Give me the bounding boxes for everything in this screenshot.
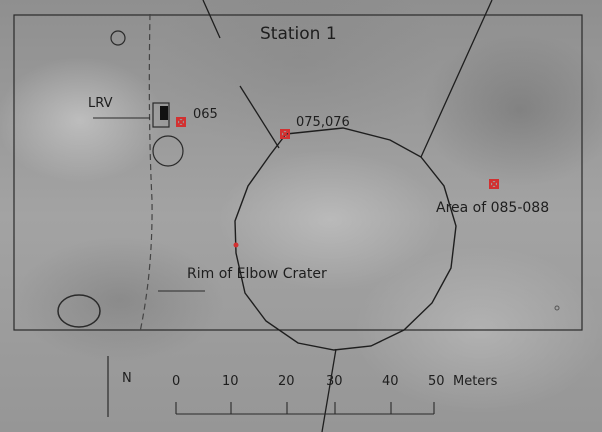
scale-tick-label: 20: [278, 374, 295, 389]
area-label: Area of 085-088: [436, 200, 550, 216]
boundary-line-right: [420, 0, 493, 158]
scale-tick-label: 50: [428, 374, 445, 389]
small-mark-right: [554, 305, 560, 311]
map-title: Station 1: [260, 24, 337, 44]
sample-marker-area: [489, 179, 499, 189]
lrv-symbol-fill: [160, 106, 168, 120]
scale-units-label: Meters: [453, 374, 498, 389]
scale-tick-label: 40: [382, 374, 399, 389]
small-crater-top: [110, 30, 126, 46]
scale-tick-label: 30: [326, 374, 343, 389]
sample-marker-065: [176, 117, 186, 127]
elbow-crater-rim: [234, 127, 457, 351]
sample-065-label: 065: [193, 107, 218, 122]
sample-marker-075: [280, 129, 290, 139]
map-border: [13, 14, 583, 331]
crater-near-lrv: [152, 135, 184, 167]
north-label: N: [122, 371, 132, 386]
sample-075-label: 075,076: [296, 115, 350, 130]
lrv-label: LRV: [88, 96, 113, 111]
lrv-symbol: [152, 102, 170, 128]
boundary-line-top: [202, 0, 221, 39]
boundary-line-left: [239, 85, 280, 149]
scale-tick-label: 10: [222, 374, 239, 389]
scale-bar: [175, 402, 435, 415]
dashed-track: [139, 13, 153, 333]
crater-bottom-left: [57, 294, 101, 328]
scale-tick-label: 0: [172, 374, 181, 389]
rim-label: Rim of Elbow Crater: [187, 266, 327, 282]
rim-dot: [233, 242, 239, 248]
boundary-line-bottom: [321, 348, 337, 432]
